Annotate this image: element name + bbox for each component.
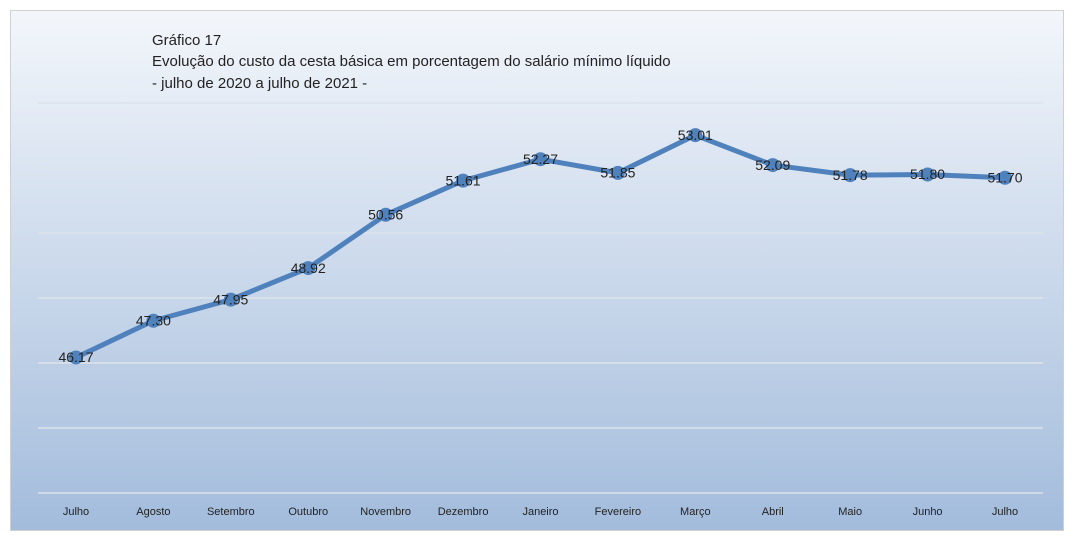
- data-label: 47.95: [213, 291, 248, 307]
- x-tick-label: Julho: [63, 506, 89, 518]
- data-point: [223, 292, 238, 307]
- data-point: [378, 207, 393, 222]
- x-tick-label: Dezembro: [438, 506, 489, 518]
- data-label: 48.92: [291, 260, 326, 276]
- data-point: [533, 152, 548, 167]
- x-tick-label: Julho: [992, 506, 1018, 518]
- chart-subtitle: Evolução do custo da cesta básica em por…: [152, 53, 671, 70]
- data-point: [610, 165, 625, 180]
- x-tick-label: Novembro: [360, 506, 411, 518]
- x-tick-label: Agosto: [136, 506, 170, 518]
- data-label: 51.61: [446, 172, 481, 188]
- chart-subtitle: - julho de 2020 a julho de 2021 -: [152, 75, 367, 92]
- data-point: [301, 261, 316, 276]
- x-tick-label: Setembro: [207, 506, 255, 518]
- data-label: 53.01: [678, 127, 713, 143]
- data-label: 51.85: [600, 165, 635, 181]
- data-label: 52.27: [523, 151, 558, 167]
- data-label: 51.70: [987, 169, 1022, 185]
- chart-title: Gráfico 17: [152, 32, 221, 49]
- data-point: [69, 350, 83, 365]
- data-point: [998, 170, 1012, 185]
- x-tick-label: Maio: [838, 506, 862, 518]
- x-tick-label: Outubro: [288, 506, 328, 518]
- data-point: [688, 128, 703, 143]
- data-label: 51.80: [910, 166, 945, 182]
- data-point: [456, 173, 471, 188]
- data-label: 47.30: [136, 312, 171, 328]
- x-tick-label: Março: [680, 506, 711, 518]
- data-label: 52.09: [755, 157, 790, 173]
- chart-background: [10, 10, 1064, 531]
- x-tick-label: Abril: [762, 506, 784, 518]
- data-point: [920, 167, 935, 182]
- data-point: [765, 158, 780, 173]
- data-label: 51.78: [833, 167, 868, 183]
- x-tick-label: Janeiro: [522, 506, 558, 518]
- x-tick-label: Junho: [913, 506, 943, 518]
- x-tick-label: Fevereiro: [595, 506, 641, 518]
- data-point: [146, 313, 161, 328]
- data-label: 46.17: [58, 349, 93, 365]
- data-label: 50.56: [368, 207, 403, 223]
- data-point: [843, 168, 858, 183]
